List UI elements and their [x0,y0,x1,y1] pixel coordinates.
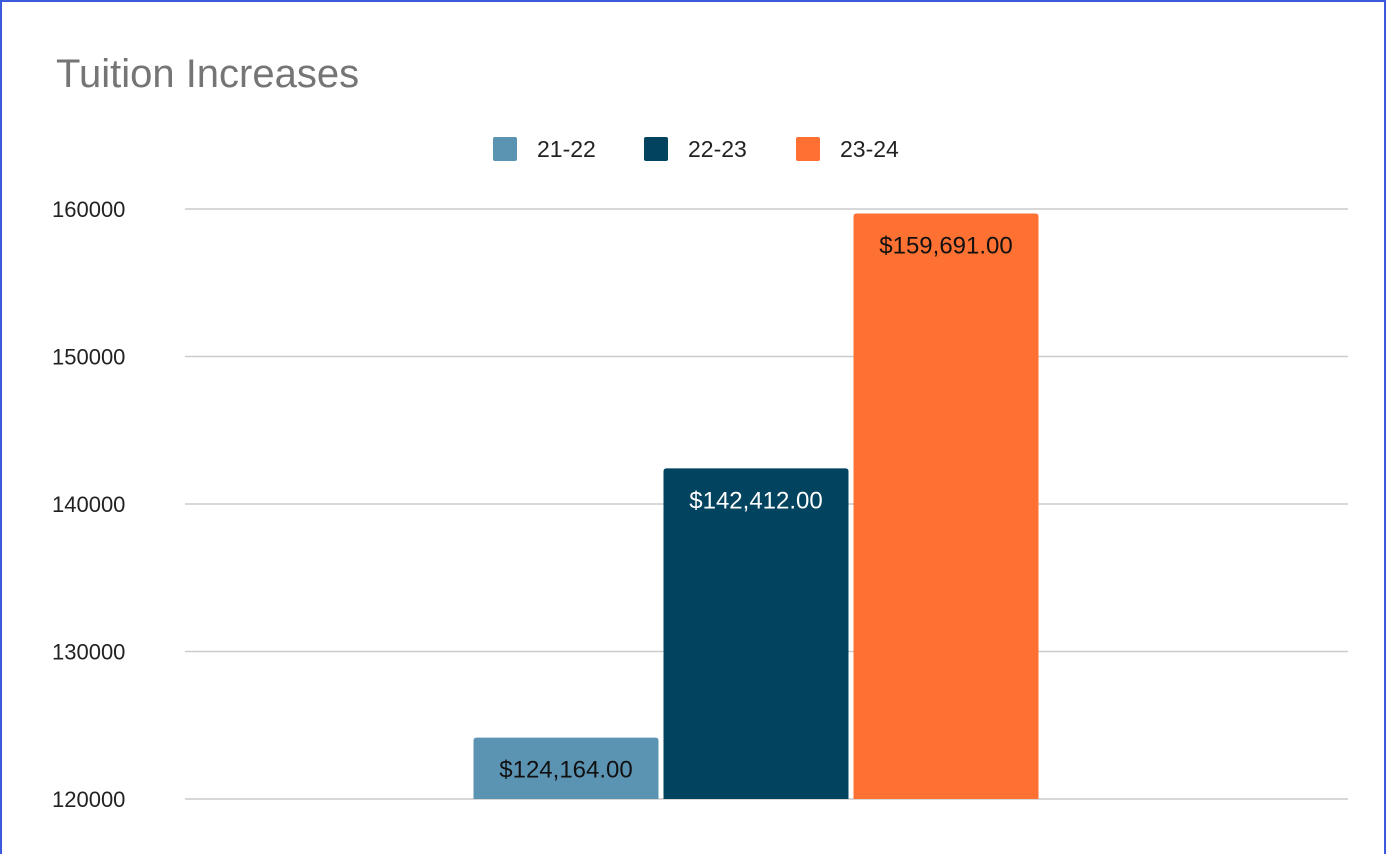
bar [663,468,849,799]
bar [473,737,659,799]
legend-item: 21-22 [493,136,596,162]
bar-data-label: $124,164.00 [499,756,632,783]
legend: 21-22 22-23 23-24 [493,136,899,162]
data-labels: $124,164.00 $142,412.00 $159,691.00 [499,233,1012,784]
y-tick-label: 120000 [52,787,125,812]
bar-data-label: $142,412.00 [689,487,822,514]
legend-swatch [493,137,517,161]
y-tick-label: 130000 [52,640,125,665]
bar-data-label: $159,691.00 [879,233,1012,260]
y-tick-label: 150000 [52,345,125,370]
legend-label: 22-23 [688,136,747,162]
chart-title: Tuition Increases [56,52,360,96]
y-axis-ticks: 120000 130000 140000 150000 160000 [52,197,125,812]
bar [853,213,1039,800]
legend-label: 23-24 [840,136,899,162]
y-tick-label: 140000 [52,492,125,517]
legend-item: 23-24 [796,136,899,162]
legend-item: 22-23 [644,136,747,162]
bars [473,213,1039,800]
legend-swatch [796,137,820,161]
legend-swatch [644,137,668,161]
y-tick-label: 160000 [52,197,125,222]
legend-label: 21-22 [537,136,596,162]
